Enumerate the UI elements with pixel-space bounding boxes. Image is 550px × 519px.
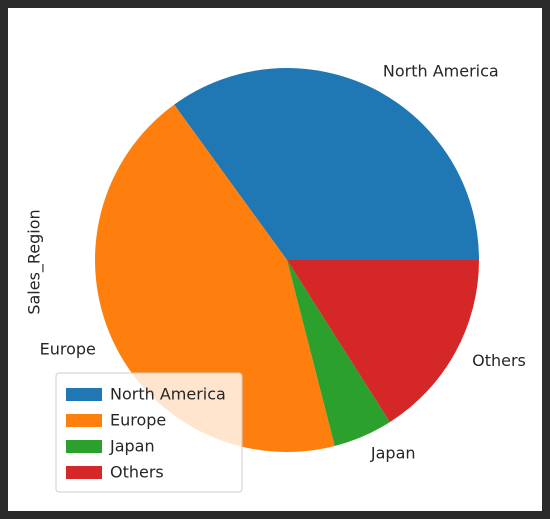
legend-swatch-others [66, 466, 102, 479]
chart-frame: North America Europe Japan Others Sales_Reg… [8, 8, 542, 511]
pie-slice-others [287, 260, 479, 423]
legend-swatch-europe [66, 414, 102, 427]
legend: North America Europe Japan Others [55, 372, 243, 493]
y-axis-label: Sales_Region [25, 209, 45, 314]
slice-label-others: Others [472, 351, 526, 370]
legend-label-others: Others [110, 463, 164, 482]
slice-label-north-america: North America [383, 61, 499, 80]
slice-labels: North America Europe Japan Others [40, 61, 526, 462]
legend-box [55, 372, 243, 493]
slice-label-europe: Europe [40, 339, 96, 358]
legend-label-japan: Japan [109, 437, 155, 456]
legend-label-north-america: North America [110, 385, 226, 404]
pie-slice-europe [95, 104, 335, 453]
pie-slice-north-america [174, 68, 479, 261]
legend-swatch-north-america [66, 388, 102, 401]
legend-swatch-japan [66, 440, 102, 453]
slice-label-japan: Japan [370, 443, 416, 462]
pie-chart: North America Europe Japan Others Sales_Reg… [25, 61, 526, 493]
pie-slices [95, 68, 479, 453]
pie-slice-japan [287, 260, 390, 446]
legend-label-europe: Europe [110, 411, 166, 430]
